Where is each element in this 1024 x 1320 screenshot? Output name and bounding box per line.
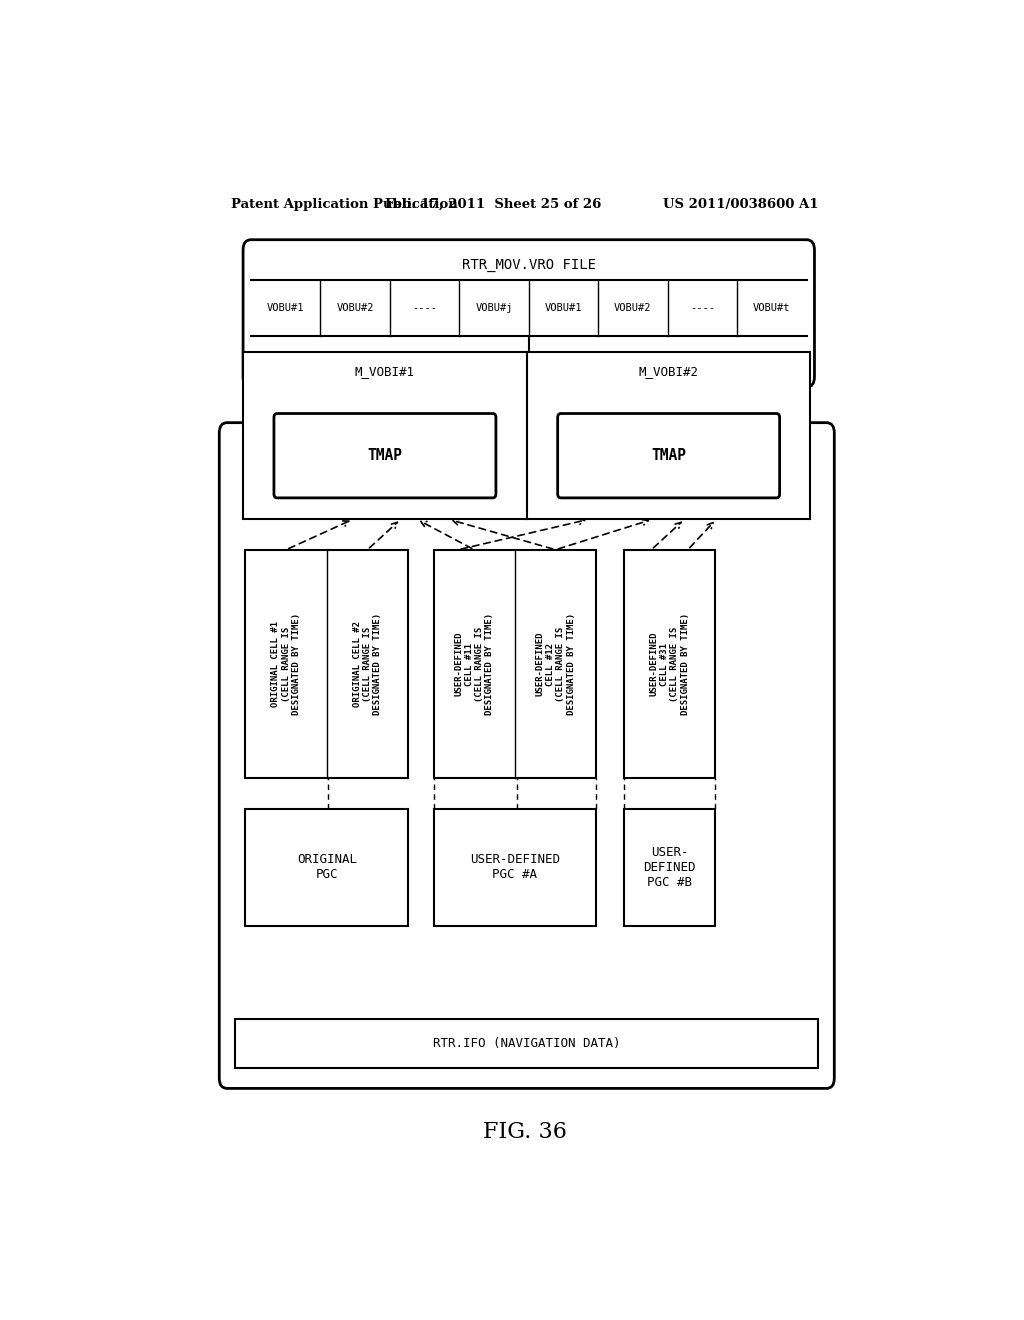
Text: RTR.IFO (NAVIGATION DATA): RTR.IFO (NAVIGATION DATA): [433, 1038, 621, 1051]
Text: RTR_MOV.VRO FILE: RTR_MOV.VRO FILE: [462, 259, 596, 272]
Text: US 2011/0038600 A1: US 2011/0038600 A1: [663, 198, 818, 211]
Text: USER-DEFINED
CELL #12
(CELL RANGE IS
DESIGNATED BY TIME): USER-DEFINED CELL #12 (CELL RANGE IS DES…: [536, 612, 575, 715]
Text: ----: ----: [690, 304, 715, 313]
Bar: [236, 1019, 818, 1068]
FancyBboxPatch shape: [274, 413, 496, 498]
Text: USER-DEFINED
CELL #31
(CELL RANGE IS
DESIGNATED BY TIME): USER-DEFINED CELL #31 (CELL RANGE IS DES…: [649, 612, 690, 715]
Bar: [433, 549, 596, 779]
FancyBboxPatch shape: [219, 422, 835, 1089]
Text: USER-
DEFINED
PGC #B: USER- DEFINED PGC #B: [643, 846, 696, 888]
Bar: [246, 549, 409, 779]
Text: VOBU#2: VOBU#2: [614, 304, 651, 313]
Text: VOBU#t: VOBU#t: [753, 304, 791, 313]
Text: ORIGINAL CELL #1
(CELL RANGE IS
DESIGNATED BY TIME): ORIGINAL CELL #1 (CELL RANGE IS DESIGNAT…: [271, 612, 301, 715]
FancyBboxPatch shape: [243, 240, 814, 387]
Text: VOBU#1: VOBU#1: [545, 304, 583, 313]
FancyBboxPatch shape: [243, 351, 811, 519]
Text: TMAP: TMAP: [651, 449, 686, 463]
Text: VOBU#2: VOBU#2: [337, 304, 374, 313]
Text: VOBU#j: VOBU#j: [475, 304, 513, 313]
Bar: [624, 549, 715, 779]
FancyBboxPatch shape: [558, 413, 779, 498]
Text: ----: ----: [412, 304, 437, 313]
Text: VOB#2: VOB#2: [647, 350, 688, 363]
Bar: [433, 809, 596, 925]
Text: ORIGINAL
PGC: ORIGINAL PGC: [297, 853, 356, 882]
Text: ORIGINAL CELL #2
(CELL RANGE IS
DESIGNATED BY TIME): ORIGINAL CELL #2 (CELL RANGE IS DESIGNAT…: [352, 612, 382, 715]
Text: VOB#1: VOB#1: [370, 350, 410, 363]
Text: USER-DEFINED
PGC #A: USER-DEFINED PGC #A: [470, 853, 560, 882]
Bar: [246, 809, 409, 925]
Text: TMAP: TMAP: [368, 449, 402, 463]
Bar: [624, 809, 715, 925]
Text: Patent Application Publication: Patent Application Publication: [231, 198, 458, 211]
Text: M_VOBI#2: M_VOBI#2: [639, 366, 698, 379]
Text: FIG. 36: FIG. 36: [483, 1121, 566, 1143]
Text: Feb. 17, 2011  Sheet 25 of 26: Feb. 17, 2011 Sheet 25 of 26: [385, 198, 601, 211]
Text: VOBU#1: VOBU#1: [267, 304, 304, 313]
Text: M_VOBI#1: M_VOBI#1: [355, 366, 415, 379]
Text: USER-DEFINED
CELL #11
(CELL RANGE IS
DESIGNATED BY TIME): USER-DEFINED CELL #11 (CELL RANGE IS DES…: [454, 612, 495, 715]
